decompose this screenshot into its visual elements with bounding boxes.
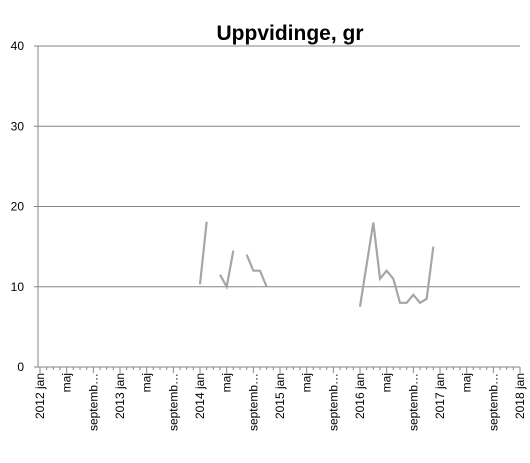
x-tick-label: maj: [60, 373, 74, 392]
x-tick-label: maj: [220, 373, 234, 392]
x-tick-label: 2018 jan: [513, 373, 527, 419]
x-tick-label: septemb…: [326, 373, 340, 431]
x-tick-label: 2017 jan: [433, 373, 447, 419]
x-tick-label: 2013 jan: [113, 373, 127, 419]
x-tick-label: 2012 jan: [33, 373, 47, 419]
y-tick-label: 20: [11, 200, 25, 214]
x-tick-label: maj: [460, 373, 474, 392]
x-tick-label: 2014 jan: [193, 373, 207, 419]
y-tick-label: 30: [11, 119, 25, 133]
chart-title: Uppvidinge, gr: [217, 22, 364, 45]
x-tick-label: 2016 jan: [353, 373, 367, 419]
x-tick-label: septemb…: [86, 373, 100, 431]
y-tick-label: 10: [11, 280, 25, 294]
x-tick-label: maj: [300, 373, 314, 392]
x-tick-label: septemb…: [486, 373, 500, 431]
x-tick-label: septemb…: [406, 373, 420, 431]
x-tick-label: 2015 jan: [273, 373, 287, 419]
x-tick-label: septemb…: [246, 373, 260, 431]
data-line: [198, 221, 435, 307]
y-tick-label: 40: [11, 39, 25, 53]
x-tick-label: maj: [140, 373, 154, 392]
x-tick-label: maj: [380, 373, 394, 392]
x-tick-label: septemb…: [166, 373, 180, 431]
y-tick-label: 0: [17, 360, 24, 374]
